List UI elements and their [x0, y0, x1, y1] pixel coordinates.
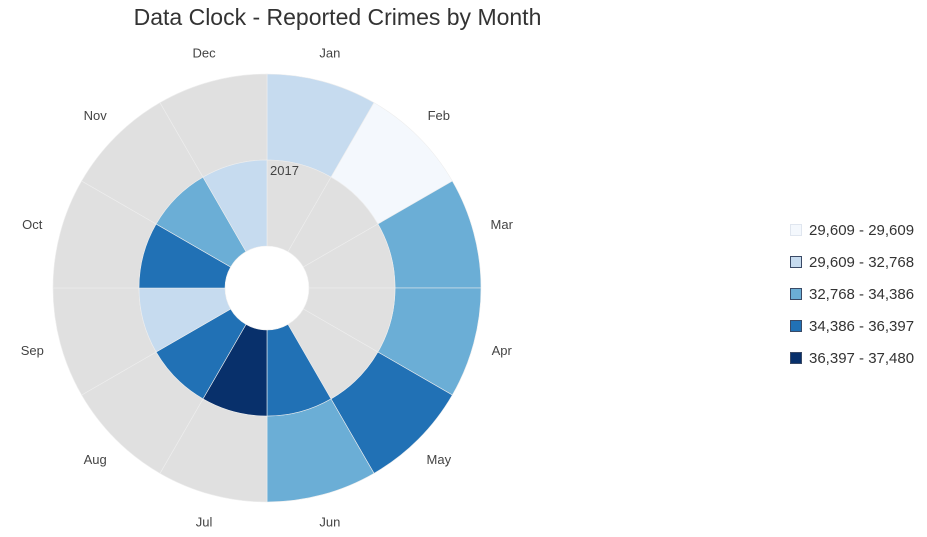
clock-segments [52, 73, 482, 503]
chart-title: Data Clock - Reported Crimes by Month [133, 4, 542, 30]
legend-swatch [790, 320, 802, 332]
month-label-may: May [427, 452, 452, 467]
legend-item[interactable]: 34,386 - 36,397 [790, 310, 914, 342]
data-clock-chart: Jan Feb Mar Apr May Jun Jul Aug Sep Oct Nov Dec 201… [21, 45, 514, 529]
legend: 29,609 - 29,609 29,609 - 32,768 32,768 - 3… [790, 214, 914, 374]
legend-label: 32,768 - 34,386 [809, 285, 915, 303]
year-label: 2017 [270, 163, 299, 178]
legend-label: 29,609 - 32,768 [809, 253, 915, 271]
legend-swatch [790, 256, 802, 268]
legend-label: 36,397 - 37,480 [809, 349, 915, 367]
segment-inner-dec[interactable] [202, 159, 268, 253]
month-label-jan: Jan [319, 45, 340, 60]
legend-swatch [790, 224, 802, 236]
month-labels: Jan Feb Mar Apr May Jun Jul Aug Sep Oct Nov Dec [21, 45, 514, 529]
month-label-apr: Apr [492, 343, 513, 358]
month-label-jun: Jun [319, 515, 340, 530]
month-label-mar: Mar [491, 217, 514, 232]
legend-swatch [790, 352, 802, 364]
legend-swatch [790, 288, 802, 300]
legend-label: 29,609 - 29,609 [809, 221, 915, 239]
month-label-feb: Feb [428, 108, 450, 123]
month-label-aug: Aug [84, 452, 107, 467]
legend-item[interactable]: 36,397 - 37,480 [790, 342, 914, 374]
legend-item[interactable]: 29,609 - 32,768 [790, 246, 914, 278]
month-label-oct: Oct [22, 217, 43, 232]
legend-label: 34,386 - 36,397 [809, 317, 915, 335]
legend-item[interactable]: 32,768 - 34,386 [790, 278, 914, 310]
legend-item[interactable]: 29,609 - 29,609 [790, 214, 914, 246]
month-label-jul: Jul [196, 515, 213, 530]
month-label-nov: Nov [84, 108, 108, 123]
month-label-sep: Sep [21, 343, 44, 358]
month-label-dec: Dec [193, 45, 217, 60]
